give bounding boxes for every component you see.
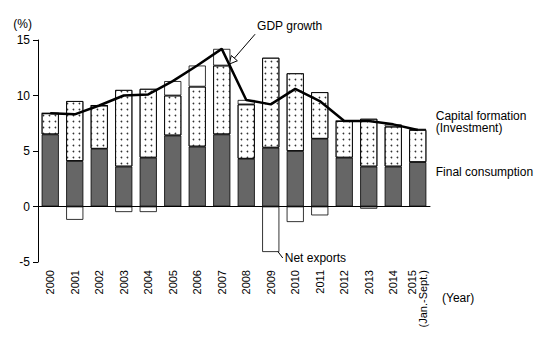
svg-text:2003: 2003 — [118, 270, 130, 294]
svg-text:5: 5 — [23, 144, 30, 158]
svg-text:2010: 2010 — [289, 270, 301, 294]
svg-text:0: 0 — [23, 200, 30, 214]
svg-text:GDP growth: GDP growth — [257, 19, 322, 33]
svg-text:2000: 2000 — [44, 270, 56, 294]
svg-text:2001: 2001 — [69, 270, 81, 294]
svg-text:(Investment): (Investment) — [436, 121, 503, 135]
svg-text:(Jan.-Sept.): (Jan.-Sept.) — [417, 270, 429, 327]
svg-text:Capital formation: Capital formation — [435, 108, 530, 123]
svg-text:2013: 2013 — [363, 270, 375, 294]
svg-text:2014: 2014 — [387, 270, 399, 294]
svg-text:10: 10 — [17, 89, 31, 103]
svg-text:2008: 2008 — [240, 270, 252, 294]
svg-text:2002: 2002 — [93, 270, 105, 294]
svg-text:-5: -5 — [19, 255, 30, 269]
svg-text:2012: 2012 — [338, 270, 350, 294]
svg-text:2015: 2015 — [406, 270, 419, 295]
svg-text:(Year): (Year) — [442, 291, 474, 305]
svg-text:2011: 2011 — [314, 270, 326, 294]
svg-text:2007: 2007 — [216, 270, 228, 294]
svg-text:2005: 2005 — [167, 270, 179, 294]
svg-text:Net exports: Net exports — [285, 251, 346, 265]
svg-text:2006: 2006 — [191, 270, 203, 294]
svg-text:15: 15 — [17, 33, 31, 47]
svg-text:2009: 2009 — [265, 270, 277, 294]
svg-text:Final consumption: Final consumption — [436, 165, 533, 179]
svg-text:(%): (%) — [13, 17, 32, 31]
svg-text:2004: 2004 — [142, 270, 154, 294]
